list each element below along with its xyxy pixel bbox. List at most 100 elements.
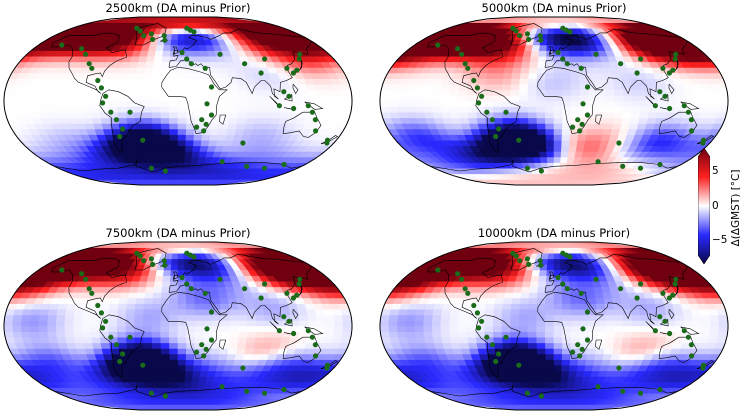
- field-cell: [47, 106, 58, 113]
- field-cell: [210, 67, 220, 74]
- field-cell: [524, 44, 534, 51]
- field-cell: [155, 44, 165, 51]
- field-cell: [169, 342, 179, 349]
- field-cell: [229, 320, 240, 327]
- field-cell: [406, 314, 417, 321]
- field-cell: [262, 342, 273, 349]
- field-cell: [501, 83, 512, 91]
- field-cell: [553, 359, 563, 366]
- field-cell: [388, 320, 399, 327]
- field-cell: [596, 331, 607, 338]
- field-cell: [125, 314, 136, 321]
- field-cell: [487, 292, 498, 299]
- field-cell: [518, 100, 529, 107]
- field-cell: [512, 353, 522, 360]
- field-cell: [623, 320, 633, 327]
- field-cell: [553, 111, 563, 119]
- field-cell: [622, 111, 633, 119]
- field-cell: [164, 17, 175, 23]
- field-cell: [707, 308, 719, 316]
- field-cell: [148, 376, 158, 383]
- field-cell: [117, 303, 128, 310]
- field-cell: [502, 297, 513, 304]
- field-cell: [333, 106, 344, 113]
- proxy-site-marker: [281, 386, 287, 393]
- field-cell: [570, 297, 580, 304]
- field-cell: [212, 331, 222, 338]
- anomaly-field: [4, 17, 352, 185]
- field-cell: [614, 89, 624, 96]
- map-title: 7500km (DA minus Prior): [105, 226, 251, 240]
- field-cell: [466, 314, 477, 321]
- field-cell: [220, 331, 231, 338]
- proxy-site-marker: [281, 161, 287, 168]
- field-cell: [523, 17, 543, 23]
- field-cell: [160, 297, 171, 304]
- field-cell: [529, 286, 539, 293]
- field-cell: [614, 100, 624, 107]
- field-cell: [237, 308, 248, 316]
- field-cell: [536, 123, 547, 130]
- field-cell: [553, 325, 563, 332]
- field-cell: [487, 67, 498, 74]
- field-cell: [134, 95, 144, 102]
- field-cell: [29, 95, 40, 102]
- field-cell: [485, 303, 496, 310]
- field-cell: [449, 89, 460, 96]
- proxy-site-marker: [161, 258, 167, 264]
- proxy-site-marker: [108, 334, 114, 340]
- field-cell: [29, 100, 40, 107]
- coastline: [135, 248, 167, 271]
- field-cell: [73, 331, 84, 338]
- field-cell: [562, 111, 572, 119]
- field-cell: [212, 320, 222, 327]
- proxy-site-marker: [516, 137, 522, 143]
- field-cell: [177, 242, 183, 248]
- proxy-site-marker: [127, 109, 133, 115]
- field-cell: [253, 117, 264, 124]
- proxy-site-marker: [638, 56, 644, 62]
- field-cell: [65, 111, 76, 119]
- field-cell: [134, 111, 145, 119]
- field-cell: [307, 320, 318, 327]
- field-cell: [647, 111, 659, 119]
- field-cell: [709, 95, 720, 102]
- field-cell: [380, 89, 391, 96]
- field-cell: [656, 111, 667, 119]
- field-cell: [185, 134, 195, 141]
- field-cell: [424, 308, 435, 316]
- field-cell: [449, 83, 461, 91]
- proxy-site-marker: [79, 46, 85, 52]
- field-cell: [406, 308, 418, 316]
- field-cell: [536, 342, 546, 349]
- field-cell: [553, 151, 562, 158]
- field-cell: [560, 264, 569, 271]
- field-cell: [484, 100, 494, 107]
- field-cell: [316, 325, 327, 332]
- proxy-site-marker: [567, 29, 573, 35]
- coastline: [548, 46, 555, 55]
- proxy-site-marker: [219, 159, 225, 165]
- field-cell: [192, 145, 202, 152]
- coastline: [537, 67, 604, 135]
- field-cell: [177, 139, 187, 147]
- field-cell: [458, 314, 468, 321]
- proxy-site-marker: [113, 117, 119, 123]
- field-cell: [298, 314, 309, 321]
- field-cell: [570, 83, 581, 91]
- field-cell: [12, 320, 23, 327]
- field-cell: [527, 342, 538, 349]
- field-cell: [553, 314, 564, 321]
- field-cell: [612, 342, 623, 349]
- field-cell: [56, 106, 67, 113]
- field-cell: [415, 83, 426, 91]
- field-cell: [38, 331, 49, 338]
- field-cell: [718, 95, 728, 102]
- field-cell: [238, 89, 248, 96]
- field-cell: [570, 106, 581, 113]
- field-cell: [536, 314, 546, 321]
- field-cell: [152, 67, 163, 74]
- field-cell: [484, 83, 495, 91]
- field-cell: [143, 297, 154, 304]
- field-cell: [546, 381, 555, 388]
